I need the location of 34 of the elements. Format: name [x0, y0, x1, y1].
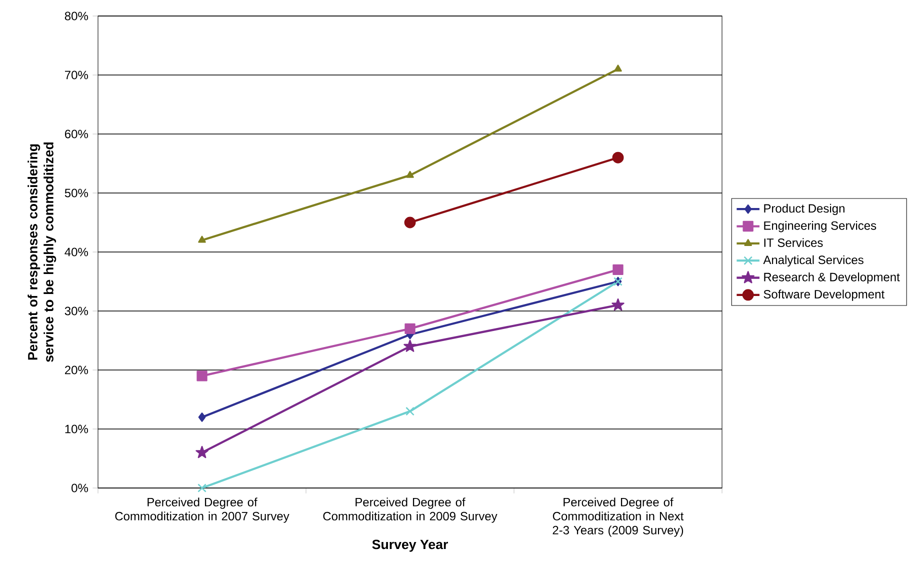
y-tick-label: 30% — [64, 306, 88, 316]
point — [612, 264, 624, 276]
point — [198, 484, 206, 492]
y-tick-label: 40% — [64, 248, 88, 256]
legend-label: Analytical Services — [763, 255, 864, 267]
point — [404, 340, 416, 352]
point — [614, 64, 622, 72]
point — [196, 446, 208, 458]
point — [196, 370, 208, 382]
y-tick-label: 80% — [64, 12, 88, 20]
y-tick-label: 60% — [64, 130, 88, 138]
legend-label: Product Design — [764, 204, 844, 216]
legend-label: Research & Development — [764, 272, 900, 284]
legend-label: Software Development — [764, 290, 884, 301]
y-tick-label: 20% — [64, 366, 88, 374]
y-tick-label: 0% — [72, 484, 88, 492]
x-tick-label: Perceived Degree of Commoditization in 2007 Survey — [115, 498, 290, 523]
y-tick-label: 50% — [64, 188, 88, 198]
y-axis-title: Percent of responses considering service to be highly commoditized — [28, 142, 56, 362]
point — [612, 298, 624, 311]
point — [612, 152, 624, 164]
y-tick-label: 10% — [65, 424, 88, 434]
point — [198, 412, 206, 422]
y-tick-label: 70% — [64, 70, 88, 80]
legend-label: IT Services — [764, 238, 823, 247]
point — [406, 170, 414, 178]
point — [406, 406, 414, 416]
x-tick-label: Perceived Degree of Commoditization in Next 2-3 Years (2009 Survey) — [552, 498, 684, 537]
legend-label: Engineering Services — [764, 221, 876, 232]
point — [404, 216, 416, 228]
point — [404, 323, 416, 334]
point — [198, 236, 206, 243]
x-axis-title: Survey Year — [372, 540, 448, 552]
x-tick-label: Perceived Degree of Commoditization in 2009 Survey — [323, 498, 498, 523]
